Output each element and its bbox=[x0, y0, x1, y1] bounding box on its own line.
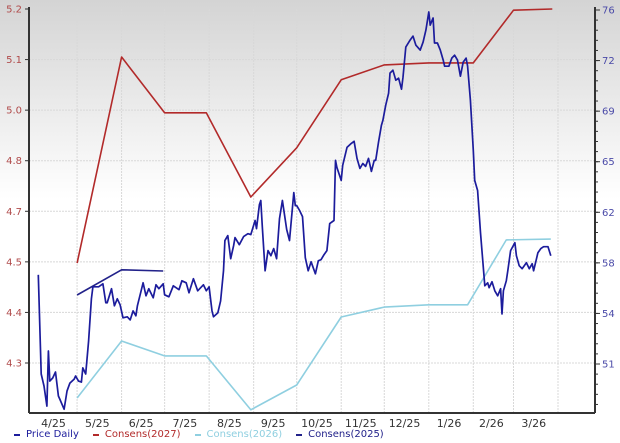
legend-label: Consens(2025) bbox=[308, 429, 384, 440]
left-tick-label: 5.2 bbox=[6, 5, 22, 16]
x-tick-label: 3/26 bbox=[521, 417, 546, 430]
left-tick-label: 5.0 bbox=[6, 106, 22, 117]
right-tick-label: 69 bbox=[602, 107, 615, 118]
right-tick-label: 58 bbox=[602, 258, 615, 269]
series-line-consens-2025 bbox=[76, 268, 164, 296]
left-tick-label: 4.5 bbox=[6, 257, 22, 268]
x-tick-label: 11/25 bbox=[345, 417, 377, 430]
series-line-consens-2026 bbox=[76, 238, 551, 411]
axes: 5.2 76 5.1 72 5.0 69 4.8 65 4.7 62 4.5 58 4.4 54 4.3 51… bbox=[6, 5, 615, 431]
x-tick-label: 1/26 bbox=[437, 417, 462, 430]
series-line-consens-2027 bbox=[76, 8, 553, 264]
left-tick-label: 4.8 bbox=[6, 156, 22, 167]
x-tick-label: 9/25 bbox=[261, 417, 286, 430]
legend-item: Price Daily bbox=[14, 429, 79, 440]
right-tick-label: 62 bbox=[602, 208, 615, 219]
x-tick-label: 12/25 bbox=[389, 417, 421, 430]
x-tick-label: 8/25 bbox=[217, 417, 242, 430]
legend-swatch bbox=[92, 433, 99, 436]
right-tick-label: 76 bbox=[602, 6, 615, 17]
right-tick-label: 51 bbox=[602, 360, 615, 371]
legend-label: Price Daily bbox=[26, 429, 79, 440]
left-tick-label: 4.4 bbox=[6, 308, 22, 319]
x-tick-label: 10/25 bbox=[301, 417, 333, 430]
left-tick-label: 4.7 bbox=[6, 207, 22, 218]
grid bbox=[29, 9, 595, 413]
series-line-price-daily bbox=[37, 11, 552, 411]
left-tick-label: 4.3 bbox=[6, 359, 22, 370]
legend-swatch bbox=[296, 433, 303, 436]
series-group bbox=[37, 8, 553, 411]
right-tick-label: 72 bbox=[602, 56, 615, 67]
right-tick-label: 54 bbox=[602, 309, 615, 320]
legend-item: Consens(2025) bbox=[296, 429, 384, 440]
legend: Price Daily Consens(2027) Consens(2026) Con… bbox=[14, 429, 398, 440]
legend-label: Consens(2026) bbox=[206, 429, 283, 440]
x-tick-label: 4/25 bbox=[41, 417, 66, 430]
x-tick-label: 6/25 bbox=[129, 417, 154, 430]
right-tick-label: 65 bbox=[602, 157, 615, 168]
legend-label: Consens(2027) bbox=[104, 429, 181, 440]
x-tick-label: 2/26 bbox=[479, 417, 504, 430]
legend-item: Consens(2026) bbox=[194, 429, 283, 440]
x-tick-label: 5/25 bbox=[85, 417, 110, 430]
x-tick-label: 7/25 bbox=[173, 417, 198, 430]
legend-swatch bbox=[14, 433, 20, 436]
legend-swatch bbox=[194, 433, 201, 436]
legend-item: Consens(2027) bbox=[92, 429, 181, 440]
left-tick-label: 5.1 bbox=[6, 55, 22, 66]
